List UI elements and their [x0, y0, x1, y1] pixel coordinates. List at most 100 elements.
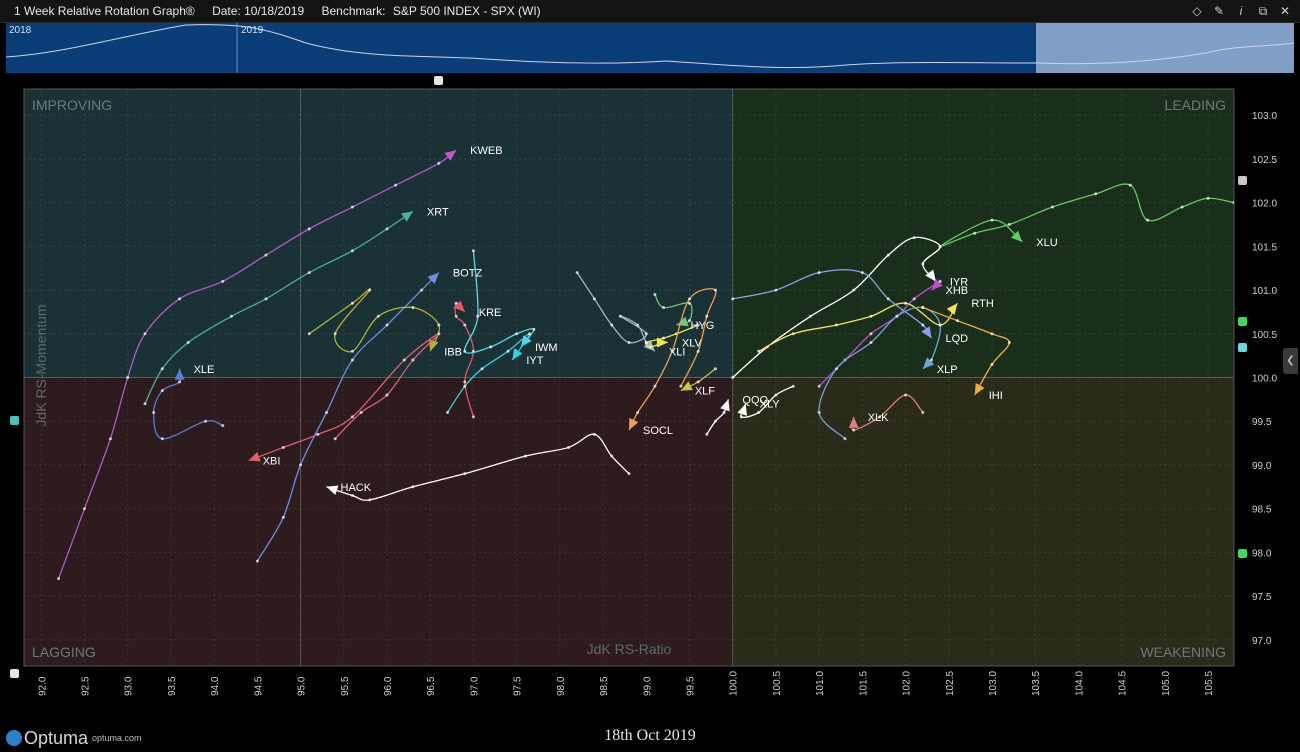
series-xlk: XLK	[848, 393, 925, 432]
tail-point	[688, 319, 691, 323]
arrowhead-xle[interactable]	[174, 368, 185, 380]
arrowhead-xli[interactable]	[643, 339, 655, 352]
tail-point	[644, 341, 648, 345]
timeline-selection[interactable]	[1036, 23, 1294, 73]
series-hyg: HYG	[653, 292, 715, 332]
arrowhead-ihi[interactable]	[974, 382, 985, 395]
tail-point	[592, 297, 596, 301]
axis-handle-lower-green[interactable]	[1238, 549, 1247, 558]
arrowhead-xbi[interactable]	[248, 451, 261, 462]
tail-point	[921, 262, 925, 266]
arrowhead-xlv[interactable]	[656, 337, 668, 348]
tail-point	[688, 297, 691, 301]
axis-handle-mid-green[interactable]	[1238, 317, 1247, 326]
tail-point	[307, 332, 311, 336]
tail-point	[696, 380, 700, 384]
x-tick-label: 104.0	[1074, 671, 1085, 696]
tail-point	[143, 402, 147, 406]
tail-point	[1051, 205, 1054, 209]
y-tick-label: 103.0	[1252, 111, 1277, 122]
arrowhead-iyr[interactable]	[925, 269, 936, 282]
tail-botz[interactable]	[256, 272, 440, 562]
series-label-xlv: XLV	[682, 338, 703, 350]
arrowhead-xly[interactable]	[737, 403, 747, 416]
tail-point	[160, 389, 164, 393]
tail-hack[interactable]	[326, 433, 630, 501]
arrowhead-xlf[interactable]	[680, 381, 693, 391]
info-icon[interactable]: i	[1239, 4, 1243, 18]
tail-point	[489, 345, 493, 349]
footer-date: 18th Oct 2019	[604, 727, 696, 744]
tail-ihi[interactable]	[922, 306, 1010, 396]
tail-point	[411, 485, 415, 489]
tail-point	[264, 253, 268, 257]
tail-point	[411, 358, 415, 362]
tail-point	[376, 314, 380, 318]
tail-point	[912, 297, 916, 301]
arrowhead-xlk[interactable]	[848, 416, 859, 428]
tail-xbi[interactable]	[248, 333, 440, 462]
y-tick-label: 97.5	[1252, 592, 1272, 603]
series-label-ibb: IBB	[444, 346, 462, 358]
benchmark-label: Benchmark:	[321, 4, 386, 18]
y-tick-label: 101.0	[1252, 286, 1277, 297]
arrowhead-hack[interactable]	[326, 485, 339, 496]
series-label-hyg: HYG	[691, 320, 715, 332]
pin-icon[interactable]: ✎	[1213, 4, 1225, 18]
close-icon[interactable]: ✕	[1279, 4, 1291, 18]
timeline-year-2019: 2019	[241, 25, 264, 36]
y-tick-label: 100.5	[1252, 330, 1277, 341]
tail-point	[350, 205, 354, 209]
x-tick-label: 98.0	[556, 676, 567, 696]
window-title: 1 Week Relative Rotation Graph®	[14, 4, 195, 18]
tail-point	[627, 341, 631, 345]
tail-point	[834, 367, 838, 371]
x-tick-label: 102.5	[945, 671, 956, 696]
arrowhead-socl[interactable]	[629, 417, 639, 430]
arrowhead-rth[interactable]	[946, 303, 958, 315]
tail-point	[990, 332, 994, 336]
tail-point	[402, 358, 406, 362]
tail-point	[385, 227, 389, 231]
series-label-rth: RTH	[971, 298, 993, 310]
timeline-navigator[interactable]: 2018 2019	[6, 23, 1294, 73]
axis-handle-cyan[interactable]	[1238, 343, 1247, 352]
restore-icon[interactable]: ⧉	[1258, 4, 1268, 18]
x-tick-label: 98.5	[599, 676, 610, 696]
tail-point	[878, 415, 882, 419]
quadrant-leading	[732, 89, 1234, 378]
tail-point	[463, 384, 467, 388]
tail-point	[705, 314, 709, 318]
arrowhead-qqq[interactable]	[720, 399, 730, 412]
tail-point	[757, 349, 761, 353]
arrowhead-xhb[interactable]	[931, 278, 943, 291]
timeline-top-handle[interactable]	[434, 76, 443, 85]
tail-point	[1128, 183, 1132, 187]
series-xlv: XLV	[644, 323, 703, 350]
tail-point	[696, 349, 700, 353]
arrowhead-xlp[interactable]	[922, 357, 935, 369]
side-panel-toggle[interactable]: ❮	[1283, 348, 1298, 374]
arrowhead-xrt[interactable]	[401, 211, 413, 222]
x-tick-label: 93.5	[167, 676, 178, 696]
series-xlp: XLP	[817, 306, 958, 441]
arrowhead-kweb[interactable]	[444, 150, 457, 161]
tail-point	[160, 437, 164, 441]
optuma-url[interactable]: optuma.com	[92, 733, 142, 743]
y-axis-handle[interactable]	[10, 416, 19, 425]
x-tick-label: 103.0	[988, 671, 999, 696]
arrowhead-kre[interactable]	[453, 300, 465, 312]
plot-border	[23, 88, 1235, 667]
tail-point	[713, 419, 717, 423]
tail-point	[480, 367, 484, 371]
arrowhead-botz[interactable]	[427, 272, 439, 284]
axis-handle-upper[interactable]	[1238, 176, 1247, 185]
x-axis-handle[interactable]	[10, 669, 19, 678]
arrowhead-xlu[interactable]	[1010, 230, 1023, 242]
arrowhead-lqd[interactable]	[921, 326, 932, 339]
diamond-icon[interactable]: ◇	[1192, 4, 1202, 18]
x-tick-label: 99.5	[686, 676, 697, 696]
tail-point	[281, 445, 285, 449]
tail-point	[912, 236, 916, 240]
arrowhead-iyt[interactable]	[512, 348, 523, 361]
